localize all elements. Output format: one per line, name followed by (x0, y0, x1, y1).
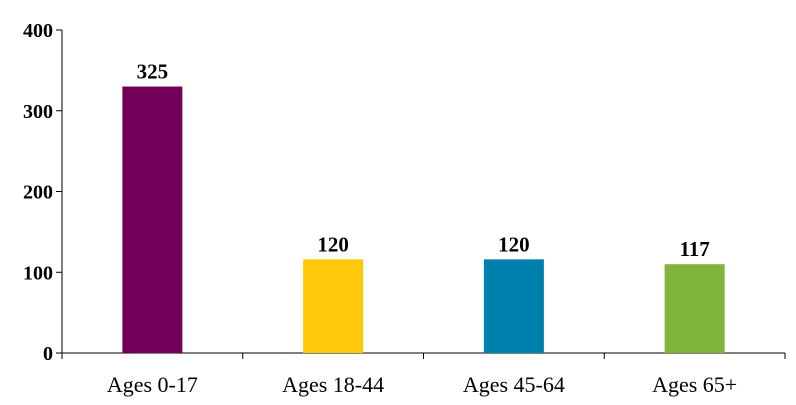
data-label: 325 (137, 60, 169, 84)
y-tick-label: 0 (43, 343, 53, 365)
data-label: 117 (679, 237, 709, 261)
bar (122, 86, 183, 354)
y-axis: 0 100 200 300 400 (23, 20, 63, 365)
data-label: 120 (317, 232, 349, 256)
x-tick-label: Ages 0-17 (107, 372, 198, 397)
y-tick-label: 300 (23, 101, 53, 123)
bars (122, 86, 725, 354)
data-labels: 325 120 120 117 (137, 60, 710, 262)
bar (664, 264, 725, 353)
data-label: 120 (498, 232, 530, 256)
x-tick-label: Ages 45-64 (463, 372, 565, 397)
y-tick-label: 400 (23, 20, 53, 42)
x-axis: Ages 0-17 Ages 18-44 Ages 45-64 Ages 65+ (61, 352, 786, 397)
bar (303, 259, 364, 353)
y-tick-label: 200 (23, 182, 53, 204)
bar (483, 259, 544, 353)
x-tick-label: Ages 65+ (652, 372, 737, 397)
x-tick-label: Ages 18-44 (282, 372, 384, 397)
y-tick-label: 100 (23, 262, 53, 284)
